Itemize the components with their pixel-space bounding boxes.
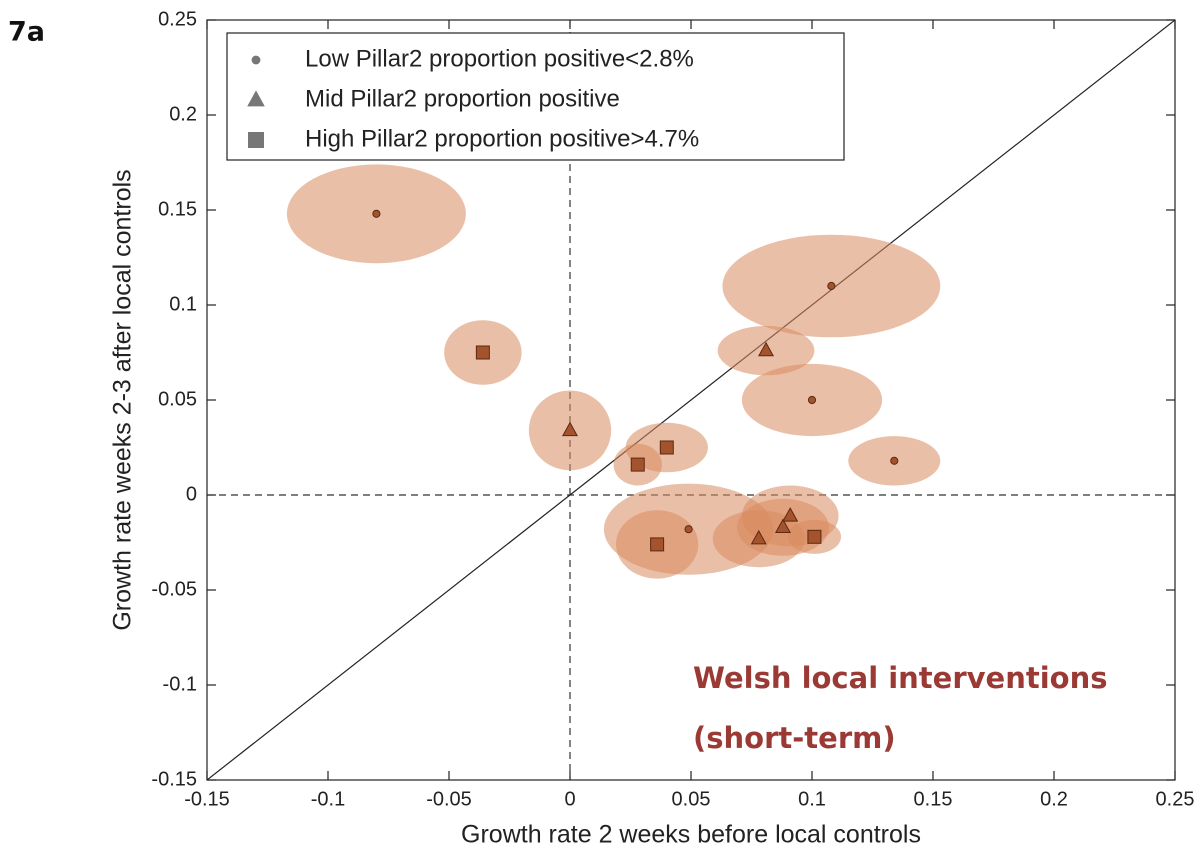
legend-label: High Pillar2 proportion positive>4.7% bbox=[305, 125, 699, 152]
point bbox=[684, 525, 693, 534]
diagonal-line bbox=[207, 20, 1175, 780]
y-tick-label: 0.1 bbox=[169, 293, 197, 315]
y-tick-label: 0.15 bbox=[158, 198, 197, 220]
y-tick-label: 0 bbox=[186, 483, 197, 505]
y-axis-label: Growth rate weeks 2-3 after local contro… bbox=[109, 169, 137, 630]
point bbox=[562, 421, 578, 437]
x-tick-label: -0.1 bbox=[311, 788, 345, 810]
y-tick-label: 0.05 bbox=[158, 388, 197, 410]
legend-marker bbox=[251, 55, 261, 65]
x-tick-label: 0.05 bbox=[672, 788, 711, 810]
annotation: Welsh local interventions bbox=[693, 661, 1108, 695]
point bbox=[890, 456, 899, 465]
legend-marker bbox=[247, 90, 265, 107]
y-tick-label: -0.1 bbox=[163, 673, 197, 695]
point bbox=[650, 537, 665, 552]
point bbox=[758, 341, 775, 357]
legend-marker bbox=[248, 132, 264, 148]
point bbox=[774, 518, 791, 533]
point bbox=[630, 457, 645, 472]
legend-label: Mid Pillar2 proportion positive bbox=[305, 85, 620, 112]
y-tick-label: 0.2 bbox=[169, 103, 197, 125]
legend: Low Pillar2 proportion positive<2.8% Mid … bbox=[226, 32, 845, 161]
point bbox=[475, 345, 490, 360]
point bbox=[827, 281, 836, 291]
plot-area bbox=[207, 20, 1175, 780]
x-tick-label: -0.15 bbox=[184, 788, 230, 810]
x-tick-label: 0.1 bbox=[798, 788, 826, 810]
point bbox=[782, 507, 799, 522]
x-tick-label: 0.2 bbox=[1040, 788, 1068, 810]
point bbox=[659, 440, 674, 455]
point bbox=[372, 209, 381, 218]
x-tick-label: 0.15 bbox=[914, 788, 953, 810]
point bbox=[807, 395, 817, 405]
point bbox=[807, 529, 822, 544]
x-tick-label: 0.25 bbox=[1156, 788, 1195, 810]
legend-box bbox=[226, 32, 845, 161]
y-tick-label: -0.05 bbox=[151, 578, 197, 600]
panel-label: 7a bbox=[8, 17, 45, 48]
legend-label: Low Pillar2 proportion positive<2.8% bbox=[305, 45, 694, 72]
x-tick-label: -0.05 bbox=[426, 788, 472, 810]
x-tick-label: 0 bbox=[564, 788, 575, 810]
y-tick-label: 0.25 bbox=[158, 8, 197, 30]
x-axis-label: Growth rate 2 weeks before local control… bbox=[461, 821, 921, 849]
plot-frame bbox=[206, 19, 1176, 781]
point bbox=[750, 529, 767, 545]
annotation: (short-term) bbox=[693, 721, 896, 755]
y-tick-label: -0.15 bbox=[151, 768, 197, 790]
